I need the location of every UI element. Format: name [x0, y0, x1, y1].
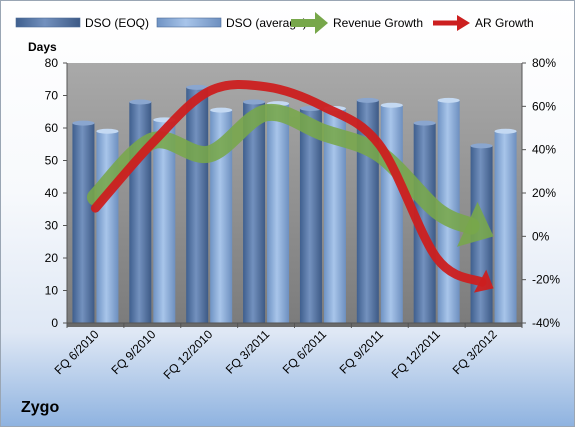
y-tick-label: 60 — [45, 121, 59, 135]
bar-dso-average-0 — [96, 131, 119, 323]
legend: DSO (EOQ) DSO (average) Revenue Growth AR G… — [15, 12, 534, 34]
x-tick-label: FQ 3/2012 — [450, 327, 500, 377]
x-tick-label: FQ 6/2011 — [280, 327, 330, 377]
bar-top-0-7 — [470, 143, 493, 149]
legend-arrow-head — [457, 15, 470, 31]
bar-dso-eoq-0 — [72, 123, 95, 323]
x-tick-label: FQ 9/2010 — [108, 327, 158, 377]
y-tick-label: 30 — [45, 219, 59, 233]
y-tick-label: 0 — [51, 316, 58, 330]
bar-dso-eoq-2 — [186, 87, 209, 323]
bar-top-0-2 — [186, 84, 209, 90]
bar-top-1-0 — [96, 128, 119, 134]
x-tick-label: FQ 12/2010 — [161, 327, 216, 382]
bar-dso-average-1 — [153, 119, 176, 323]
y2-tick-label: 20% — [532, 186, 556, 200]
ar-growth-line — [90, 80, 487, 287]
bar-top-0-1 — [129, 99, 152, 105]
bar-dso-average-5 — [380, 105, 403, 323]
y2-tick-label: 40% — [532, 143, 556, 157]
bar-dso-eoq-6 — [413, 123, 436, 323]
legend-item-2: Revenue Growth — [291, 12, 423, 34]
legend-item-0: DSO (EOQ) — [15, 16, 149, 30]
x-tick-label: FQ 6/2010 — [52, 327, 102, 377]
company-name: Zygo — [21, 399, 60, 416]
x-tick-label: FQ 12/2011 — [389, 327, 443, 381]
legend-arrow-head — [315, 12, 328, 34]
legend-swatch — [15, 17, 81, 28]
bar-top-0-6 — [413, 120, 436, 126]
bar-top-1-2 — [210, 107, 233, 113]
y-tick-label: 50 — [45, 154, 59, 168]
bar-top-1-5 — [380, 102, 403, 108]
bar-dso-average-7 — [494, 131, 517, 323]
bar-top-0-3 — [243, 99, 266, 105]
bar-dso-average-2 — [210, 110, 233, 323]
bar-top-1-7 — [494, 128, 517, 134]
bar-dso-average-4 — [323, 108, 346, 323]
y-tick-label: 10 — [45, 284, 59, 298]
revenue-growth-arrowhead — [457, 201, 494, 247]
y-tick-label: 40 — [45, 186, 59, 200]
legend-item-3: AR Growth — [433, 15, 534, 31]
y-tick-label: 80 — [45, 56, 59, 70]
y2-tick-label: 0% — [532, 229, 550, 243]
legend-label: DSO (EOQ) — [85, 16, 149, 30]
legend-label: AR Growth — [475, 16, 534, 30]
bar-top-0-0 — [72, 120, 95, 126]
legend-label: DSO (average) — [226, 16, 307, 30]
trend-lines — [86, 80, 494, 293]
bar-dso-eoq-4 — [299, 108, 322, 323]
legend-label: Revenue Growth — [333, 16, 423, 30]
bar-top-0-5 — [356, 97, 379, 103]
x-tick-label: FQ 3/2011 — [223, 327, 273, 377]
x-tick-label: FQ 9/2011 — [337, 327, 387, 377]
bar-dso-eoq-3 — [243, 102, 266, 323]
y2-tick-label: 60% — [532, 99, 556, 113]
y2-tick-label: -40% — [532, 316, 560, 330]
y-axis-title: Days — [28, 40, 57, 54]
y2-tick-label: 80% — [532, 56, 556, 70]
legend-swatch — [156, 17, 222, 28]
ar-growth-arrowhead — [473, 269, 494, 293]
bar-dso-average-3 — [267, 103, 290, 323]
bar-top-1-6 — [437, 97, 460, 103]
y-tick-label: 20 — [45, 251, 59, 265]
y2-tick-label: -20% — [532, 273, 560, 287]
legend-item-1: DSO (average) — [156, 16, 307, 30]
y-tick-label: 70 — [45, 89, 59, 103]
